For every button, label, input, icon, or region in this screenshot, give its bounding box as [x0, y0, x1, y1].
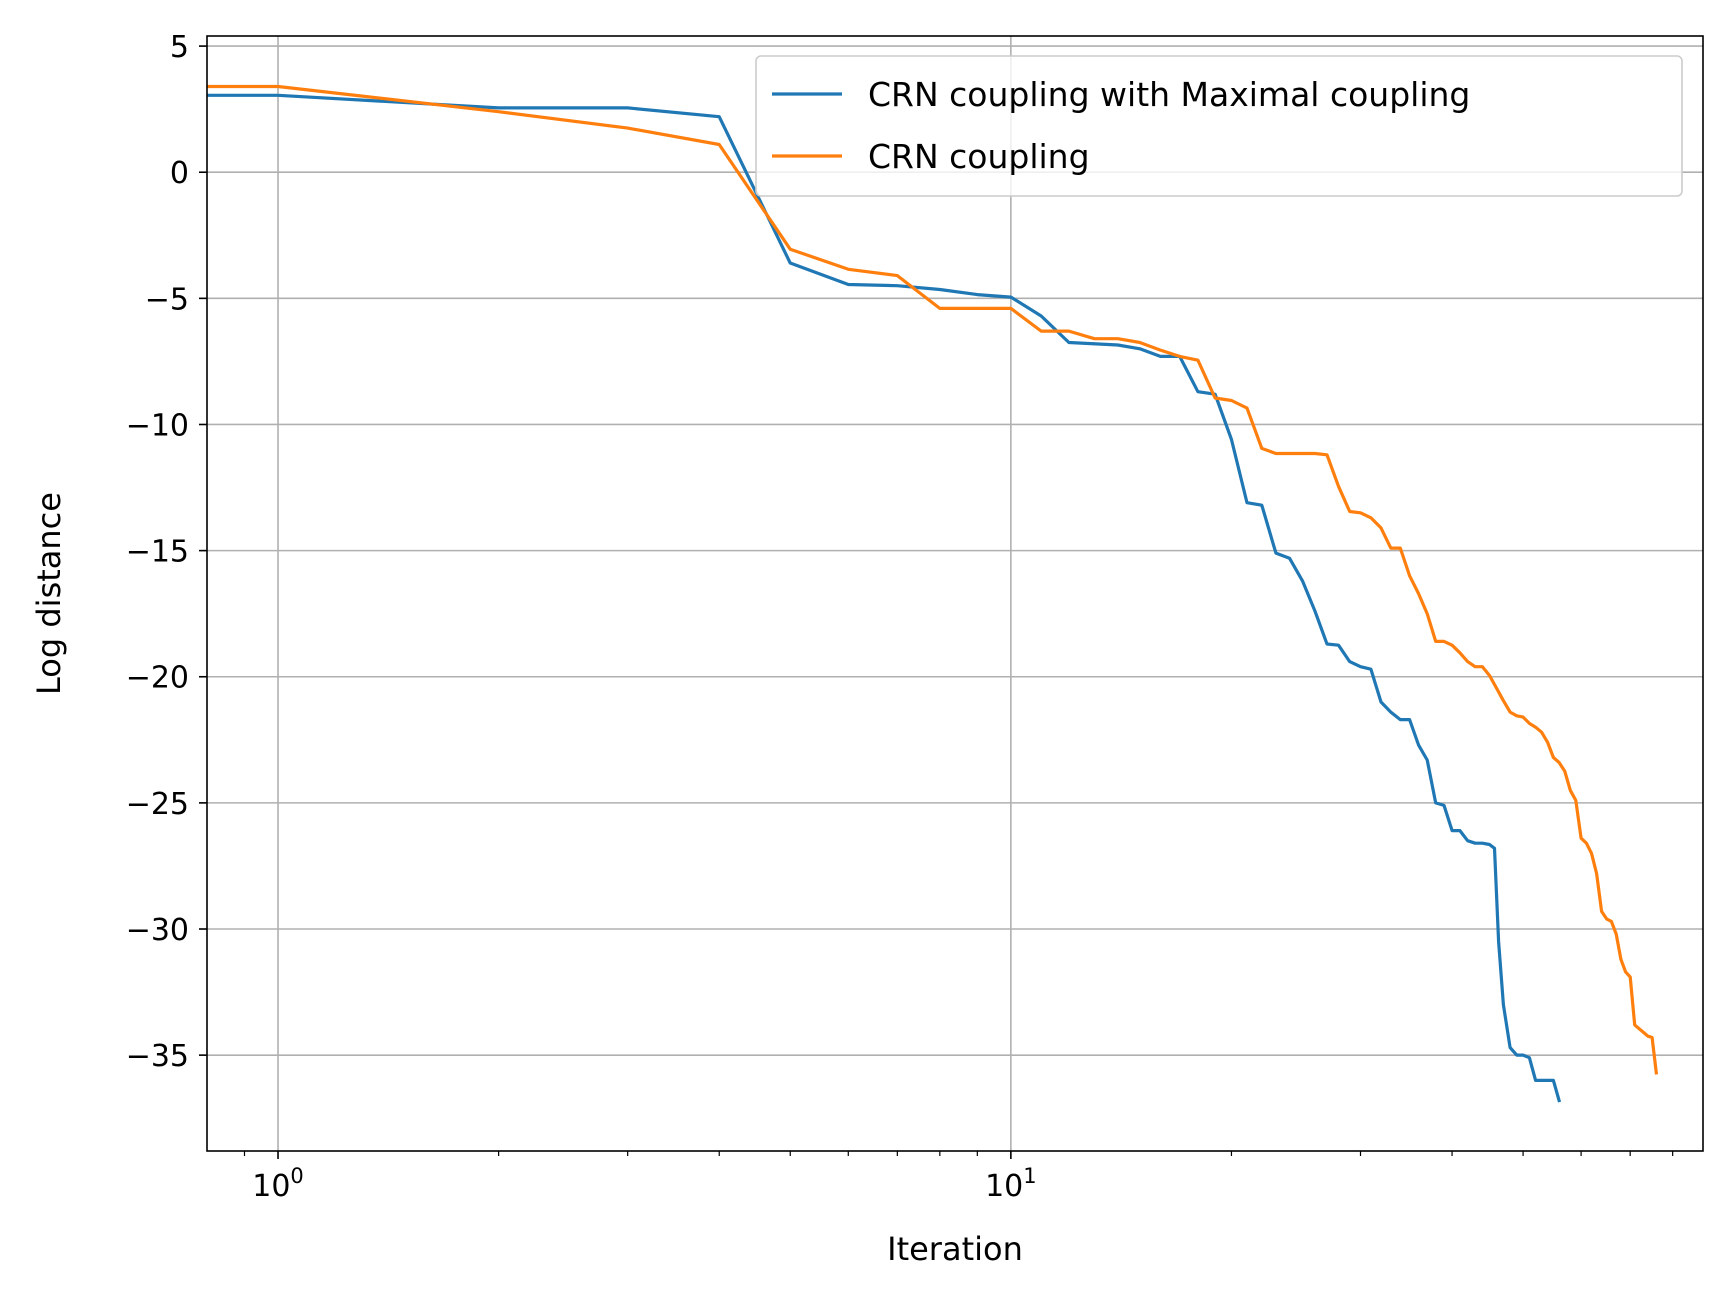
series-layer [207, 84, 1659, 1103]
x-tick-label: 100 [252, 1164, 304, 1204]
y-tick-label: −10 [126, 408, 189, 443]
series-line-1 [207, 93, 1562, 1103]
series-line-2 [207, 84, 1659, 1075]
y-tick-label: −35 [126, 1039, 189, 1074]
legend-label-2: CRN coupling [868, 137, 1090, 176]
x-axis-label: Iteration [887, 1230, 1023, 1268]
y-tick-label: 5 [170, 30, 189, 65]
ticks: 5 0 −5 −10 −15 −20 −25 −30 −35 100 101 [126, 30, 1674, 1204]
y-tick-label: 0 [170, 156, 189, 191]
y-tick-label: −25 [126, 787, 189, 822]
y-tick-label: −5 [145, 282, 189, 317]
y-axis-label: Log distance [30, 492, 68, 695]
y-tick-label: −15 [126, 535, 189, 570]
plot-frame [206, 35, 1704, 1152]
x-tick-label: 101 [985, 1164, 1037, 1204]
y-tick-label: −30 [126, 913, 189, 948]
legend: CRN coupling with Maximal coupling CRN co… [755, 55, 1683, 197]
y-tick-label: −20 [126, 661, 189, 696]
legend-label-1: CRN coupling with Maximal coupling [868, 75, 1470, 114]
legend-box [755, 55, 1683, 197]
